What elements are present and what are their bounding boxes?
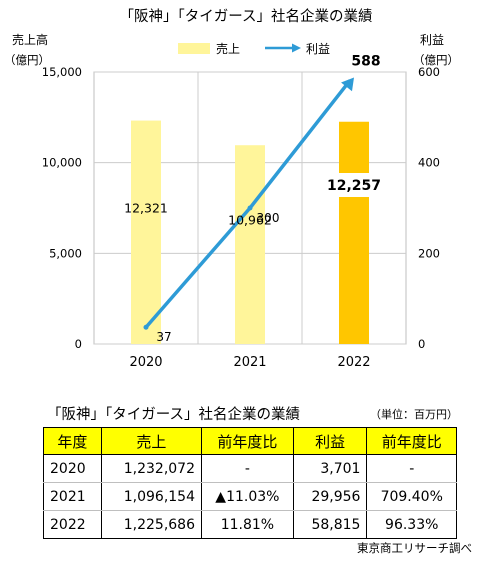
table-unit: （単位：百万円） (370, 408, 458, 421)
legend-swatch-profit (265, 43, 301, 53)
cell-sales-yoy: 11.81% (201, 510, 294, 539)
legend-label-profit: 利益 (306, 42, 330, 56)
combo-chart: 「阪神」「タイガース」社名企業の業績 売上高 （億円） 利益 （億円） 売上 利… (4, 7, 459, 370)
cell-sales: 1,225,686 (100, 510, 202, 539)
point-profit (143, 324, 149, 330)
right-axis-tick-label: 600 (418, 65, 440, 79)
point-profit-arrowhead (341, 77, 354, 92)
left-axis-tick-label: 5,000 (49, 246, 82, 260)
cell-sales-yoy: ▲11.03% (201, 482, 294, 511)
source-note: 東京商工リサーチ調べ (357, 541, 472, 555)
bar-sales (131, 120, 161, 345)
left-axis-tick-label: 0 (75, 337, 82, 351)
cell-profit: 29,956 (292, 482, 367, 511)
cell-profit-yoy: 709.40% (366, 482, 457, 511)
right-axis-unit: （億円） (413, 53, 459, 67)
left-axis-tick-label: 15,000 (42, 65, 82, 79)
cell-profit-yoy: 96.33% (366, 510, 457, 539)
data-label-sales: 12,257 (327, 178, 381, 194)
chart-title: 「阪神」「タイガース」社名企業の業績 (119, 7, 372, 25)
table-row: 2022 1,225,686 11.81% 58,815 96.33% (43, 510, 457, 539)
right-axis-tick-label: 400 (418, 156, 440, 170)
header-sales: 売上 (100, 427, 202, 455)
left-axis-unit: （億円） (4, 53, 50, 67)
table-row: 2020 1,232,072 - 3,701 - (43, 454, 457, 483)
x-axis-tick-label: 2021 (233, 355, 266, 370)
header-profit-yoy: 前年度比 (366, 427, 457, 455)
left-axis-label: 売上高 (12, 32, 48, 47)
cell-profit-yoy: - (366, 454, 457, 483)
performance-table: 年度 売上 前年度比 利益 前年度比 2020 1,232,072 - 3,70… (43, 427, 457, 539)
data-label-sales: 10,962 (228, 213, 272, 228)
data-label-background (324, 173, 384, 197)
x-axis-tick-label: 2022 (337, 355, 370, 370)
cell-profit: 3,701 (292, 454, 367, 483)
legend-label-sales: 売上 (216, 41, 240, 56)
table-row: 2021 1,096,154 ▲11.03% 29,956 709.40% (43, 482, 457, 511)
cell-sales: 1,096,154 (100, 482, 202, 511)
bar-sales (235, 145, 265, 344)
cell-profit: 58,815 (292, 510, 367, 539)
right-axis-tick-label: 200 (418, 246, 440, 260)
table-header-row: 年度 売上 前年度比 利益 前年度比 (43, 427, 457, 455)
x-axis-tick-label: 2020 (129, 355, 162, 370)
header-year: 年度 (43, 427, 102, 455)
data-label-sales: 12,321 (124, 200, 168, 215)
data-label-profit: 588 (351, 53, 380, 69)
table-title: 「阪神」「タイガース」社名企業の業績 (47, 407, 301, 423)
bar-sales (339, 121, 369, 344)
right-axis-label: 利益 (420, 33, 444, 47)
right-axis-tick-label: 0 (418, 337, 425, 351)
cell-year: 2020 (43, 454, 102, 483)
legend-swatch-sales (178, 43, 210, 54)
point-profit (247, 205, 253, 211)
cell-year: 2022 (43, 510, 102, 539)
cell-sales-yoy: - (201, 454, 294, 483)
data-label-profit: 300 (257, 211, 280, 225)
cell-year: 2021 (43, 482, 102, 511)
data-label-profit: 37 (156, 330, 171, 344)
legend: 売上 利益 (178, 41, 330, 56)
header-profit: 利益 (292, 427, 367, 455)
cell-sales: 1,232,072 (100, 454, 202, 483)
header-sales-yoy: 前年度比 (201, 427, 294, 455)
left-axis-tick-label: 10,000 (42, 156, 82, 170)
